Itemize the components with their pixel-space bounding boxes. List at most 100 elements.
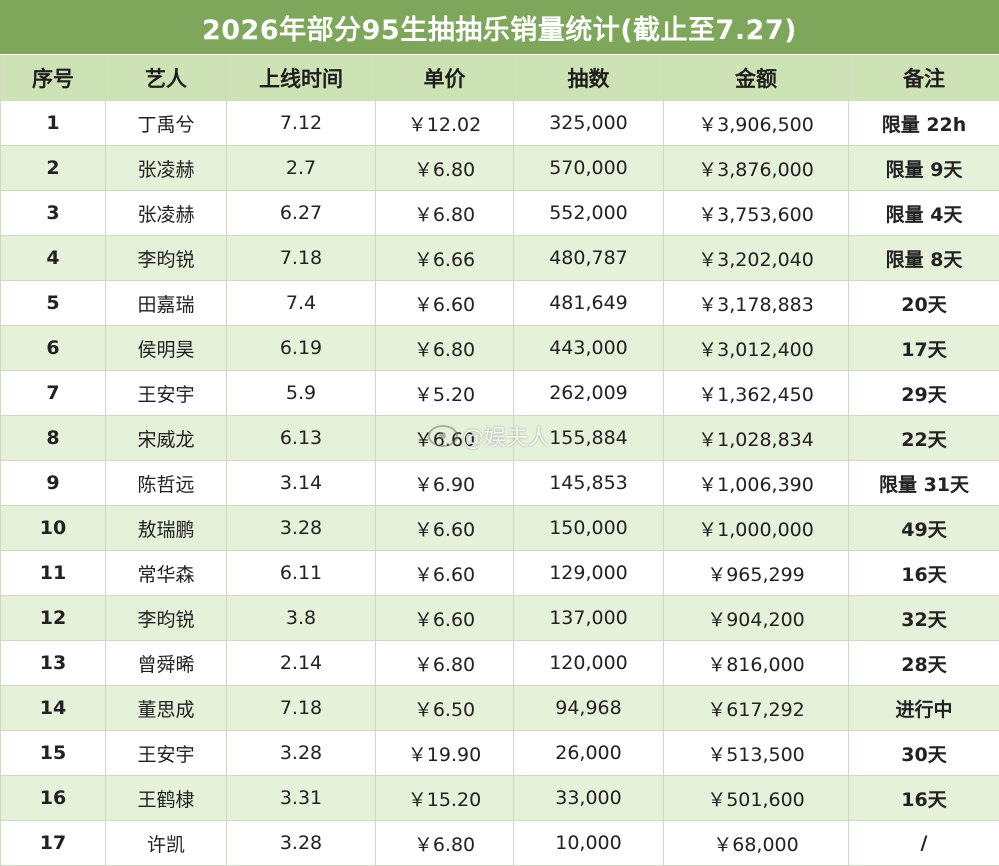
cell-amount: ￥3,012,400 <box>664 326 849 371</box>
cell-launch-date: 3.28 <box>227 821 376 866</box>
cell-note: 16天 <box>849 776 999 821</box>
cell-index: 4 <box>1 236 106 281</box>
cell-amount: ￥1,006,390 <box>664 461 849 506</box>
cell-unit-price: ￥6.80 <box>376 326 514 371</box>
cell-unit-price: ￥6.80 <box>376 821 514 866</box>
cell-amount: ￥965,299 <box>664 551 849 596</box>
cell-artist: 王安宇 <box>106 731 227 776</box>
cell-launch-date: 5.9 <box>227 371 376 416</box>
cell-launch-date: 6.11 <box>227 551 376 596</box>
cell-index: 12 <box>1 596 106 641</box>
cell-draw-count: 262,009 <box>514 371 664 416</box>
header-draw-count: 抽数 <box>514 56 664 101</box>
cell-launch-date: 3.28 <box>227 731 376 776</box>
cell-draw-count: 150,000 <box>514 506 664 551</box>
cell-artist: 王鹤棣 <box>106 776 227 821</box>
cell-launch-date: 6.13 <box>227 416 376 461</box>
cell-draw-count: 145,853 <box>514 461 664 506</box>
cell-artist: 许凯 <box>106 821 227 866</box>
cell-draw-count: 129,000 <box>514 551 664 596</box>
cell-artist: 张凌赫 <box>106 146 227 191</box>
cell-launch-date: 7.18 <box>227 686 376 731</box>
cell-launch-date: 3.31 <box>227 776 376 821</box>
cell-note: 49天 <box>849 506 999 551</box>
table-title: 2026年部分95生抽抽乐销量统计(截止至7.27) <box>0 0 999 55</box>
cell-index: 17 <box>1 821 106 866</box>
cell-note: / <box>849 821 999 866</box>
cell-note: 30天 <box>849 731 999 776</box>
cell-note: 28天 <box>849 641 999 686</box>
cell-amount: ￥3,202,040 <box>664 236 849 281</box>
cell-note: 进行中 <box>849 686 999 731</box>
cell-launch-date: 7.4 <box>227 281 376 326</box>
cell-artist: 陈哲远 <box>106 461 227 506</box>
cell-note: 20天 <box>849 281 999 326</box>
cell-unit-price: ￥15.20 <box>376 776 514 821</box>
cell-draw-count: 443,000 <box>514 326 664 371</box>
cell-launch-date: 6.19 <box>227 326 376 371</box>
cell-artist: 李昀锐 <box>106 236 227 281</box>
cell-artist: 侯明昊 <box>106 326 227 371</box>
header-amount: 金额 <box>664 56 849 101</box>
cell-index: 1 <box>1 101 106 146</box>
cell-unit-price: ￥6.60 <box>376 551 514 596</box>
header-row: 序号艺人上线时间单价抽数金额备注 <box>1 56 999 101</box>
cell-draw-count: 94,968 <box>514 686 664 731</box>
cell-artist: 田嘉瑞 <box>106 281 227 326</box>
cell-note: 限量 31天 <box>849 461 999 506</box>
header-launch-date: 上线时间 <box>227 56 376 101</box>
cell-artist: 董思成 <box>106 686 227 731</box>
cell-draw-count: 120,000 <box>514 641 664 686</box>
cell-unit-price: ￥6.80 <box>376 146 514 191</box>
cell-note: 16天 <box>849 551 999 596</box>
cell-launch-date: 3.8 <box>227 596 376 641</box>
cell-draw-count: 481,649 <box>514 281 664 326</box>
cell-note: 22天 <box>849 416 999 461</box>
header-note: 备注 <box>849 56 999 101</box>
cell-launch-date: 2.7 <box>227 146 376 191</box>
cell-unit-price: ￥6.80 <box>376 191 514 236</box>
cell-artist: 李昀锐 <box>106 596 227 641</box>
cell-index: 13 <box>1 641 106 686</box>
cell-index: 10 <box>1 506 106 551</box>
cell-note: 限量 4天 <box>849 191 999 236</box>
cell-amount: ￥1,000,000 <box>664 506 849 551</box>
cell-unit-price: ￥6.60 <box>376 416 514 461</box>
cell-amount: ￥501,600 <box>664 776 849 821</box>
header-unit-price: 单价 <box>376 56 514 101</box>
cell-amount: ￥617,292 <box>664 686 849 731</box>
cell-launch-date: 3.14 <box>227 461 376 506</box>
cell-draw-count: 137,000 <box>514 596 664 641</box>
cell-index: 15 <box>1 731 106 776</box>
cell-amount: ￥3,753,600 <box>664 191 849 236</box>
cell-amount: ￥3,178,883 <box>664 281 849 326</box>
cell-draw-count: 155,884 <box>514 416 664 461</box>
cell-draw-count: 570,000 <box>514 146 664 191</box>
cell-launch-date: 7.12 <box>227 101 376 146</box>
cell-artist: 常华森 <box>106 551 227 596</box>
cell-unit-price: ￥6.66 <box>376 236 514 281</box>
cell-launch-date: 2.14 <box>227 641 376 686</box>
cell-artist: 丁禹兮 <box>106 101 227 146</box>
cell-launch-date: 7.18 <box>227 236 376 281</box>
cell-index: 7 <box>1 371 106 416</box>
cell-index: 5 <box>1 281 106 326</box>
cell-launch-date: 6.27 <box>227 191 376 236</box>
cell-amount: ￥3,906,500 <box>664 101 849 146</box>
cell-note: 限量 22h <box>849 101 999 146</box>
cell-artist: 张凌赫 <box>106 191 227 236</box>
cell-draw-count: 33,000 <box>514 776 664 821</box>
